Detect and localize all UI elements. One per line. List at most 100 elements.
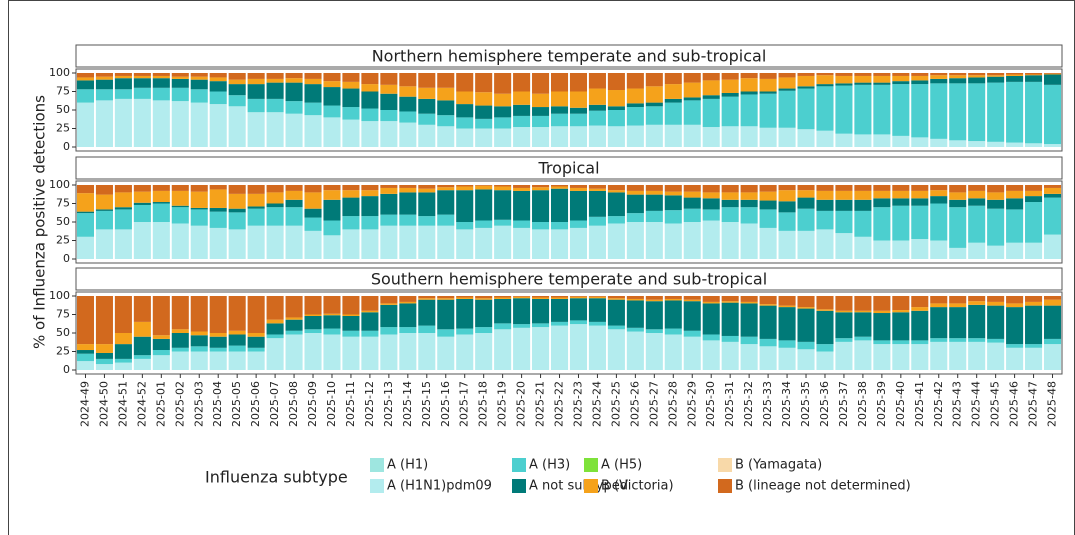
bar-segment	[835, 338, 853, 342]
bar-segment	[550, 188, 569, 222]
x-tick-label: 2025-41	[913, 381, 926, 427]
bar-segment	[95, 76, 113, 80]
bar-segment	[835, 210, 853, 234]
bar-segment	[209, 189, 227, 208]
bar-segment	[532, 93, 550, 108]
bar-segment	[683, 124, 701, 147]
bar-segment	[949, 78, 967, 84]
bar-segment	[513, 324, 531, 328]
bar-segment	[475, 92, 493, 106]
bar-segment	[209, 207, 227, 212]
bar-segment	[930, 75, 948, 79]
bar-segment	[95, 352, 113, 359]
bar-segment	[247, 351, 265, 370]
bar-segment	[702, 303, 720, 335]
bar-segment	[190, 331, 208, 336]
bar-segment	[114, 229, 132, 259]
bar-segment	[399, 187, 417, 193]
bar-segment	[835, 312, 853, 339]
bar-segment	[930, 303, 948, 308]
bar-segment	[740, 94, 758, 127]
bar-segment	[323, 328, 341, 335]
x-tick-label: 2025-25	[609, 381, 622, 427]
bar-segment	[418, 73, 436, 88]
bar-segment	[778, 347, 796, 370]
bar-segment	[399, 301, 417, 304]
bar-segment	[1043, 193, 1062, 198]
bar-segment	[1006, 75, 1024, 82]
bar-segment	[721, 335, 739, 342]
bar-segment	[892, 73, 910, 76]
bar-segment	[569, 320, 588, 325]
bar-segment	[1043, 144, 1062, 147]
bar-segment	[702, 340, 720, 370]
bar-segment	[740, 192, 758, 200]
bar-segment	[209, 81, 227, 92]
strip	[75, 267, 1063, 291]
bar-segment	[759, 73, 777, 79]
bar-segment	[152, 75, 170, 79]
bar-segment	[323, 185, 341, 191]
bar-segment	[247, 98, 265, 113]
bar-segment	[114, 98, 132, 147]
bar-segment	[342, 197, 360, 217]
x-tick-label: 2025-39	[875, 381, 888, 427]
bar-segment	[190, 351, 208, 370]
bar-segment	[645, 329, 663, 333]
bar-segment	[494, 329, 512, 370]
bar-segment	[418, 299, 436, 326]
x-tick-label: 2025-26	[628, 381, 641, 427]
bar-segment	[304, 73, 322, 79]
bar-segment	[664, 300, 682, 329]
bar-segment	[342, 216, 360, 230]
bar-segment	[949, 341, 967, 370]
bar-segment	[588, 216, 606, 226]
bar-segment	[114, 207, 132, 210]
bar-segment	[152, 73, 170, 76]
bar-segment	[892, 190, 910, 199]
bar-segment	[247, 296, 265, 333]
bar-segment	[475, 73, 493, 93]
bar-segment	[626, 185, 644, 191]
bar-segment	[437, 214, 455, 226]
bar-segment	[399, 185, 417, 188]
bar-segment	[1006, 74, 1024, 76]
bar-segment	[607, 106, 625, 110]
bar-segment	[778, 212, 796, 231]
bar-segment	[76, 361, 95, 370]
bar-segment	[645, 185, 663, 191]
legend-swatch	[718, 479, 732, 493]
bar-segment	[532, 296, 550, 298]
bar-segment	[532, 298, 550, 324]
bar-segment	[930, 83, 948, 139]
bar-segment	[494, 296, 512, 298]
bar-segment	[190, 209, 208, 226]
bar-segment	[456, 190, 474, 222]
bar-segment	[76, 80, 95, 90]
bar-segment	[418, 113, 436, 125]
bar-segment	[418, 87, 436, 99]
bar-segment	[456, 298, 474, 329]
bar-segment	[987, 342, 1005, 370]
bar-segment	[114, 75, 132, 79]
bar-segment	[816, 229, 834, 259]
bar-segment	[816, 86, 834, 131]
bar-segment	[968, 73, 986, 76]
bar-segment	[399, 192, 417, 215]
bar-segment	[1043, 338, 1062, 345]
legend-label: A (H5)	[601, 458, 642, 473]
bar-segment	[133, 78, 151, 88]
bar-segment	[209, 296, 227, 333]
x-tick-label: 2025-21	[534, 381, 547, 427]
bar-segment	[987, 82, 1005, 142]
bar-segment	[854, 134, 872, 147]
bar-segment	[399, 333, 417, 370]
bar-segment	[228, 351, 246, 370]
x-tick-label: 2025-08	[287, 381, 300, 427]
bar-segment	[437, 225, 455, 259]
bar-segment	[494, 93, 512, 107]
bar-segment	[626, 327, 644, 332]
x-tick-label: 2025-34	[780, 381, 793, 427]
bar-segment	[114, 333, 132, 345]
bar-segment	[721, 185, 739, 193]
